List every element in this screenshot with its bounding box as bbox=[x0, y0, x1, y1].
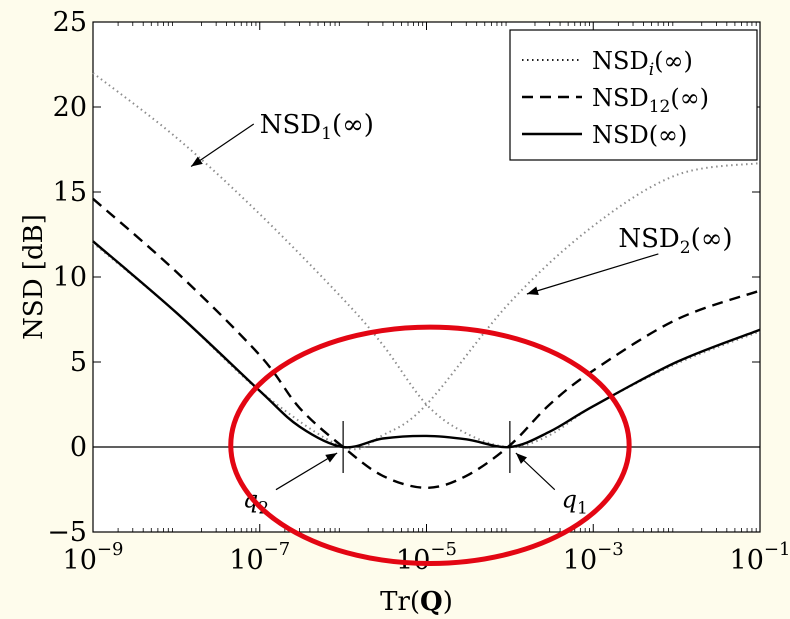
legend-label-2: NSD(∞) bbox=[592, 121, 687, 149]
y-tick-label-4: 15 bbox=[53, 177, 87, 208]
x-tick-base-0: 10 bbox=[63, 545, 97, 576]
annotation-nsd1-sub: 1 bbox=[321, 124, 332, 144]
y-tick-label-6: 25 bbox=[53, 7, 87, 38]
x-tick-exp-1: −7 bbox=[264, 539, 291, 560]
x-tick-base-1: 10 bbox=[229, 545, 263, 576]
highlight-group bbox=[228, 324, 632, 566]
annotation-q1-main: q bbox=[562, 486, 577, 514]
legend-label-1: NSD12(∞) bbox=[592, 84, 709, 117]
annotation-nsd1-main: NSD bbox=[260, 110, 321, 140]
annotation-q2-arrow-head bbox=[325, 453, 338, 463]
annotations-group: NSD1(∞)NSD2(∞)q2 q1 bbox=[190, 110, 733, 519]
annotation-q1-arrow-head bbox=[515, 453, 528, 464]
annotation-nsd2-arrow-head bbox=[526, 286, 539, 296]
x-tick-label-2: 10−5 bbox=[396, 539, 457, 576]
legend-label-sub-1: 12 bbox=[649, 97, 671, 117]
annotation-nsd2: NSD2(∞) bbox=[618, 224, 732, 258]
annotation-q1: q1 bbox=[562, 486, 588, 519]
x-tick-base-3: 10 bbox=[563, 545, 597, 576]
x-tick-exp-2: −5 bbox=[430, 539, 457, 560]
x-tick-label-1: 10−7 bbox=[229, 539, 290, 576]
y-tick-label-5: 20 bbox=[53, 92, 87, 123]
legend-label-0: NSDi(∞) bbox=[592, 47, 693, 80]
highlight-ellipse bbox=[228, 324, 632, 566]
series-line-1 bbox=[92, 162, 761, 451]
annotation-q2-arrow-line bbox=[275, 452, 338, 491]
annotation-nsd1-arrow-line bbox=[190, 123, 255, 167]
annotation-nsd2-arrow-line bbox=[526, 253, 659, 295]
x-axis-label-main: Tr( bbox=[380, 587, 420, 615]
y-tick-label-0: −5 bbox=[47, 517, 87, 548]
x-tick-exp-3: −3 bbox=[597, 539, 624, 560]
x-tick-exp-0: −9 bbox=[97, 539, 124, 560]
legend-label-main-0: NSD bbox=[592, 47, 649, 75]
legend-label-tail-2: (∞) bbox=[649, 121, 688, 149]
y-axis-label: NSD [dB] bbox=[19, 214, 49, 340]
x-tick-label-0: 10−9 bbox=[63, 539, 124, 576]
series-line-2 bbox=[92, 197, 761, 490]
legend-label-main-1: NSD bbox=[592, 84, 649, 112]
x-tick-exp-4: −1 bbox=[764, 539, 790, 560]
x-axis-label: Tr(Q) bbox=[380, 587, 453, 615]
series-line-3 bbox=[92, 240, 761, 449]
annotation-nsd2-main: NSD bbox=[618, 224, 679, 254]
legend-label-tail-0: (∞) bbox=[654, 47, 693, 75]
labels-group: 10−9 10−7 10−5 10−3 10−1−50510152025Tr(Q)NSD… bbox=[19, 7, 790, 617]
y-tick-label-2: 5 bbox=[70, 347, 87, 378]
annotation-nsd1-tail: (∞) bbox=[332, 110, 374, 140]
x-tick-label-4: 10−1 bbox=[730, 539, 790, 576]
x-axis-label-bold: Q bbox=[420, 587, 443, 615]
legend-label-sub-0: i bbox=[649, 60, 654, 80]
annotation-nsd2-sub: 2 bbox=[680, 238, 691, 258]
legend-box bbox=[509, 29, 758, 161]
x-tick-label-3: 10−3 bbox=[563, 539, 624, 576]
x-axis-label-close: ) bbox=[443, 587, 453, 615]
annotation-nsd1: NSD1(∞) bbox=[260, 110, 374, 144]
x-tick-base-4: 10 bbox=[730, 545, 764, 576]
legend-label-main-2: NSD bbox=[592, 121, 649, 149]
y-tick-label-1: 0 bbox=[70, 432, 87, 463]
legend: NSDi(∞)NSD12(∞)NSD(∞) bbox=[509, 29, 758, 161]
annotation-q1-sub: 1 bbox=[577, 499, 588, 519]
annotation-nsd1-arrow-head bbox=[191, 156, 203, 167]
annotation-nsd2-tail: (∞) bbox=[691, 224, 733, 254]
y-tick-label-3: 10 bbox=[53, 262, 87, 293]
legend-label-tail-1: (∞) bbox=[670, 84, 709, 112]
